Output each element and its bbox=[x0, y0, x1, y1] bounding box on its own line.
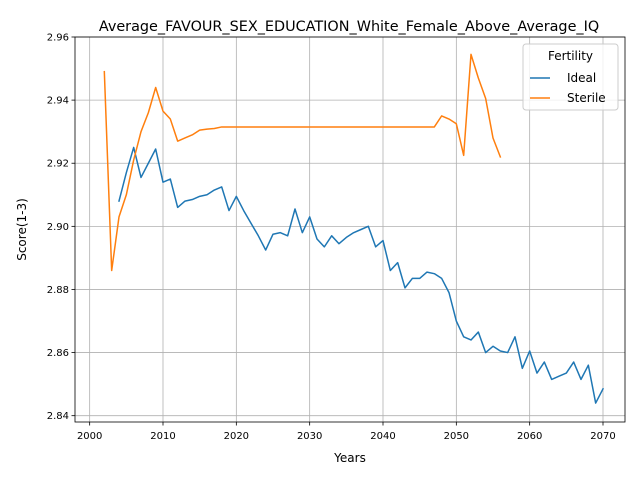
plot-frame bbox=[74, 36, 626, 423]
x-tick-label: 2060 bbox=[517, 431, 542, 442]
legend-label: Sterile bbox=[567, 91, 606, 105]
series-line-sterile bbox=[103, 53, 502, 272]
y-tick-label: 2.90 bbox=[47, 222, 69, 233]
y-tick-label: 2.86 bbox=[47, 348, 69, 359]
x-tick-label: 2050 bbox=[444, 431, 469, 442]
x-tick-label: 2070 bbox=[590, 431, 615, 442]
chart-title: Average_FAVOUR_SEX_EDUCATION_White_Femal… bbox=[99, 19, 599, 35]
x-tick-label: 2040 bbox=[370, 431, 395, 442]
legend-label: Ideal bbox=[567, 71, 596, 85]
legend: Fertility Ideal Sterile bbox=[522, 43, 619, 111]
x-tick-label: 2030 bbox=[297, 431, 322, 442]
legend-box bbox=[522, 43, 619, 111]
y-tick-label: 2.92 bbox=[47, 159, 69, 170]
x-tick-label: 2010 bbox=[150, 431, 175, 442]
x-axis-label: Years bbox=[333, 451, 366, 465]
y-axis-ticks: 2.84 2.86 2.88 2.90 2.92 2.94 2.96 bbox=[47, 33, 75, 422]
series-line-ideal bbox=[118, 146, 605, 404]
legend-title: Fertility bbox=[548, 49, 593, 63]
series-lines bbox=[103, 53, 605, 404]
y-tick-label: 2.96 bbox=[47, 33, 69, 44]
y-tick-label: 2.84 bbox=[47, 411, 69, 422]
y-tick-label: 2.88 bbox=[47, 285, 69, 296]
y-tick-label: 2.94 bbox=[47, 96, 69, 107]
x-tick-label: 2020 bbox=[224, 431, 249, 442]
x-axis-ticks: 2000 2010 2020 2030 2040 2050 2060 2070 bbox=[77, 422, 616, 442]
x-tick-label: 2000 bbox=[77, 431, 102, 442]
y-axis-label: Score(1-3) bbox=[15, 198, 29, 261]
